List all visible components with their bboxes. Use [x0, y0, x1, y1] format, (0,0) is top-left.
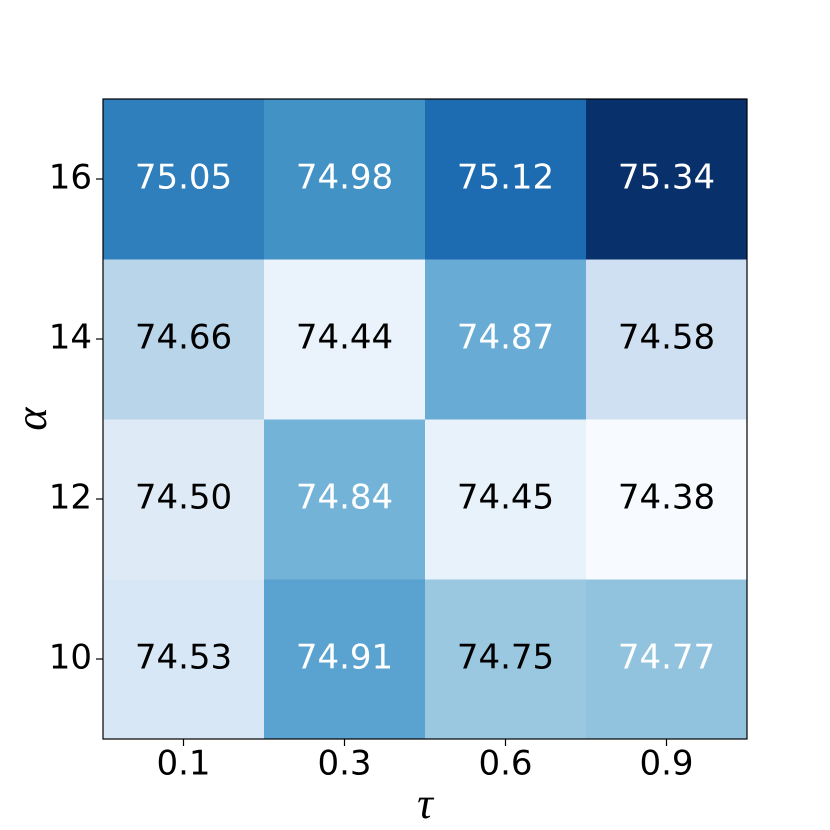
cell-label: 74.66 — [135, 318, 232, 358]
heatmap-cell — [103, 419, 265, 580]
y-tick-label: 16 — [49, 158, 92, 198]
cell-label: 74.75 — [457, 638, 554, 678]
cell-label: 74.98 — [296, 158, 393, 198]
cell-label: 74.53 — [135, 638, 232, 678]
cell-label: 74.91 — [296, 638, 393, 678]
cell-label: 74.50 — [135, 478, 232, 518]
heatmap-cell — [586, 259, 748, 420]
cell-label: 74.84 — [296, 478, 393, 518]
heatmap-cell — [103, 259, 265, 420]
x-axis-label: τ — [417, 779, 435, 828]
heatmap-cell — [586, 419, 748, 580]
heatmap-cell — [264, 579, 426, 740]
heatmap-cell — [264, 99, 426, 260]
cell-label: 74.58 — [618, 318, 715, 358]
heatmap-cell — [425, 419, 587, 580]
heatmap-cell — [425, 99, 587, 260]
heatmap-cell — [425, 259, 587, 420]
y-tick-label: 12 — [49, 478, 92, 518]
heatmap-cell — [103, 99, 265, 260]
cell-label: 75.34 — [618, 158, 715, 198]
heatmap-cell — [586, 99, 748, 260]
plot-frame — [102, 98, 748, 740]
heatmap-cell — [264, 259, 426, 420]
x-tick-label: 0.1 — [156, 744, 210, 784]
y-axis-label: α — [7, 407, 56, 431]
x-tick-label: 0.3 — [317, 744, 371, 784]
y-tick-label: 10 — [49, 638, 92, 678]
cell-label: 74.44 — [296, 318, 393, 358]
cell-label: 74.38 — [618, 478, 715, 518]
cell-label: 75.12 — [457, 158, 554, 198]
heatmap-cell — [586, 579, 748, 740]
y-tick-label: 14 — [49, 318, 92, 358]
cell-label: 74.87 — [457, 318, 554, 358]
heatmap-cell — [425, 579, 587, 740]
heatmap-cell — [103, 579, 265, 740]
x-tick-label: 0.9 — [639, 744, 693, 784]
cell-label: 74.77 — [618, 638, 715, 678]
cell-label: 75.05 — [135, 158, 232, 198]
heatmap-cell — [264, 419, 426, 580]
x-tick-label: 0.6 — [478, 744, 532, 784]
cell-label: 74.45 — [457, 478, 554, 518]
